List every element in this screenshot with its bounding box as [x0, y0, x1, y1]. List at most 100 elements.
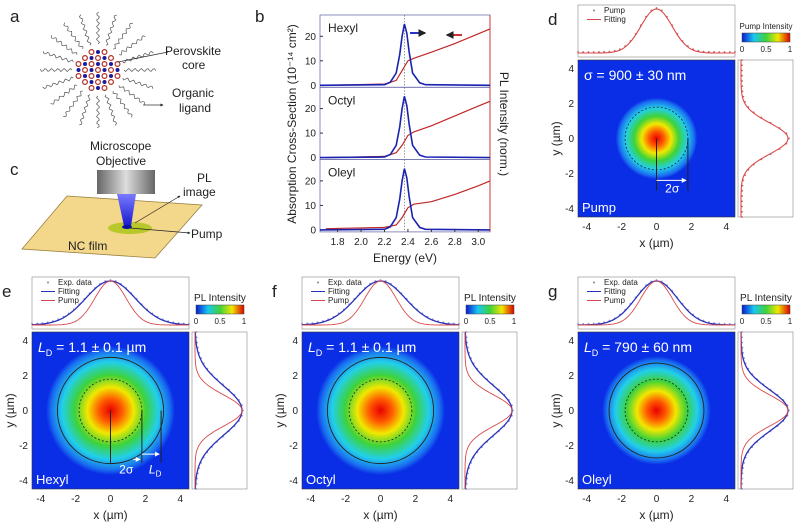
f-right-profile-frame [461, 331, 518, 490]
g-legend-label: Fitting [604, 287, 626, 296]
d-exp-data-point [582, 51, 585, 53]
ligand-label-2: ligand [179, 101, 211, 115]
e-y-tick-label: 0 [22, 406, 28, 417]
lattice-site-metal [102, 56, 107, 60]
ligand-chain [96, 95, 100, 129]
legend-marker-dot [593, 9, 595, 12]
d-exp-data-point [592, 51, 595, 53]
e-x-tick-label: -2 [71, 494, 80, 505]
f-2sigma-circle [348, 378, 413, 443]
d-x-axis-label: x (µm) [639, 236, 673, 250]
nanocrystal-diagram [39, 11, 157, 129]
e-2sigma-label: 2σ [119, 462, 134, 476]
f-ld-circle [326, 356, 435, 465]
panel-b: b 0 10 20 Hexyl 0 10 20 Octyl 0 10 20 Oleyl 1.8 2.0 2.… [255, 7, 511, 265]
b-y-tick-label: 20 [305, 176, 317, 187]
e-legend-label: Exp. data [58, 278, 92, 287]
lattice-site-metal [96, 74, 100, 78]
b-x-tick-label: 2.8 [448, 237, 462, 248]
d-exp-data-point [655, 7, 658, 9]
lattice-site-halide [101, 84, 108, 91]
f-colorbar-tick: 0 [464, 317, 469, 326]
legend-marker-dot [47, 281, 49, 284]
e-legend-label: Pump [58, 296, 79, 305]
panel-c: c Microscope Objective PL image Pump NC … [10, 139, 223, 259]
b-x-tick-label: 1.8 [331, 237, 345, 248]
ligand-chain [63, 22, 84, 50]
pump-label: Pump [191, 227, 223, 241]
e-ld-circle [56, 356, 165, 465]
d-right-fitting-curve [740, 60, 789, 217]
d-y-tick-label: -2 [565, 169, 574, 180]
ld-symbol: L [584, 339, 592, 355]
g-top-profile-frame [577, 276, 736, 330]
g-2sigma-circle [624, 378, 689, 443]
ld-subscript: D [316, 348, 323, 358]
ligand-chain [42, 51, 74, 63]
ligand-chain [79, 94, 91, 126]
d-sigma-annotation: σ = 900 ± 30 nm [584, 67, 686, 83]
lattice-site-metal [83, 62, 87, 66]
f-x-tick-label: -2 [341, 494, 350, 505]
e-y-tick-label: 4 [22, 336, 28, 347]
d-exp-data-point [741, 205, 743, 208]
d-x-tick-label: 2 [689, 222, 695, 233]
ld-subscript: D [46, 348, 53, 358]
g-y-tick-label: 0 [568, 406, 574, 417]
d-corner-label: Pump [582, 200, 616, 215]
lattice-site-halide [94, 78, 101, 85]
ligand-chain [122, 50, 154, 64]
b-y-tick-label: 20 [305, 104, 317, 115]
f-x-axis-label: x (µm) [363, 508, 397, 522]
ligand-chain [51, 35, 78, 55]
pl-label-1: PL [197, 171, 212, 185]
lattice-site-halide [101, 60, 108, 67]
lattice-site-halide [75, 72, 82, 79]
ligand-chain [123, 68, 157, 72]
b-x-tick-label: 2.4 [401, 237, 415, 248]
ld-symbol: L [38, 339, 46, 355]
ligand-chain [104, 94, 118, 126]
objective-label-1: Microscope [90, 139, 152, 153]
b-y-axis-label: Absorption Cross-Section (10⁻¹⁴ cm²) [285, 24, 299, 224]
panel-letter-e: e [2, 282, 11, 301]
ld-subscript: D [592, 348, 599, 358]
d-y-tick-label: 2 [568, 99, 574, 110]
g-x-tick-label: -4 [582, 494, 591, 505]
lattice-site-metal [109, 62, 113, 66]
e-y-tick-label: -2 [19, 441, 28, 452]
f-y-tick-label: 4 [292, 336, 298, 347]
lattice-site-halide [88, 84, 95, 91]
d-x-tick-label: 4 [723, 222, 729, 233]
f-legend-label: Exp. data [328, 278, 362, 287]
g-ld-circle [608, 362, 705, 459]
panel-g: g LD = 790 ± 60 nm Oleyl -4 -4 -2 -2 0 0 2 2 4 4 x (µ… [548, 276, 794, 522]
ligand-chain [42, 76, 74, 90]
b-pl-line-oleyl [319, 168, 491, 231]
b-pl-line-hexyl [319, 23, 491, 87]
e-x-tick-label: 2 [143, 494, 149, 505]
core-pointer [117, 51, 169, 63]
b-subplot-name: Octyl [328, 93, 355, 107]
lattice-site-halide [81, 66, 88, 73]
f-top-pump-curve [302, 280, 459, 326]
e-top-pump-curve [32, 280, 189, 326]
e-x-axis-label: x (µm) [93, 508, 127, 522]
lattice-site-halide [107, 78, 114, 85]
f-right-pump-curve [464, 332, 513, 489]
d-x-tick-label: -4 [582, 222, 591, 233]
lattice-site-halide [107, 66, 114, 73]
d-top-fitting-curve [578, 8, 735, 54]
b-x-tick-label: 2.2 [378, 237, 392, 248]
b-y-tick-label: 10 [305, 201, 317, 212]
ligand-chain [105, 14, 117, 46]
lattice-site-halide [94, 54, 101, 61]
f-legend-label: Fitting [328, 287, 350, 296]
e-ld-label: LD [149, 462, 162, 478]
b-subplot-name: Hexyl [328, 21, 358, 35]
d-legend-label: Fitting [604, 15, 626, 24]
lattice-site-metal [89, 68, 94, 72]
f-heatmap-spot [316, 346, 445, 475]
ligand-chain [39, 68, 73, 72]
legend-marker-dot [317, 281, 319, 284]
